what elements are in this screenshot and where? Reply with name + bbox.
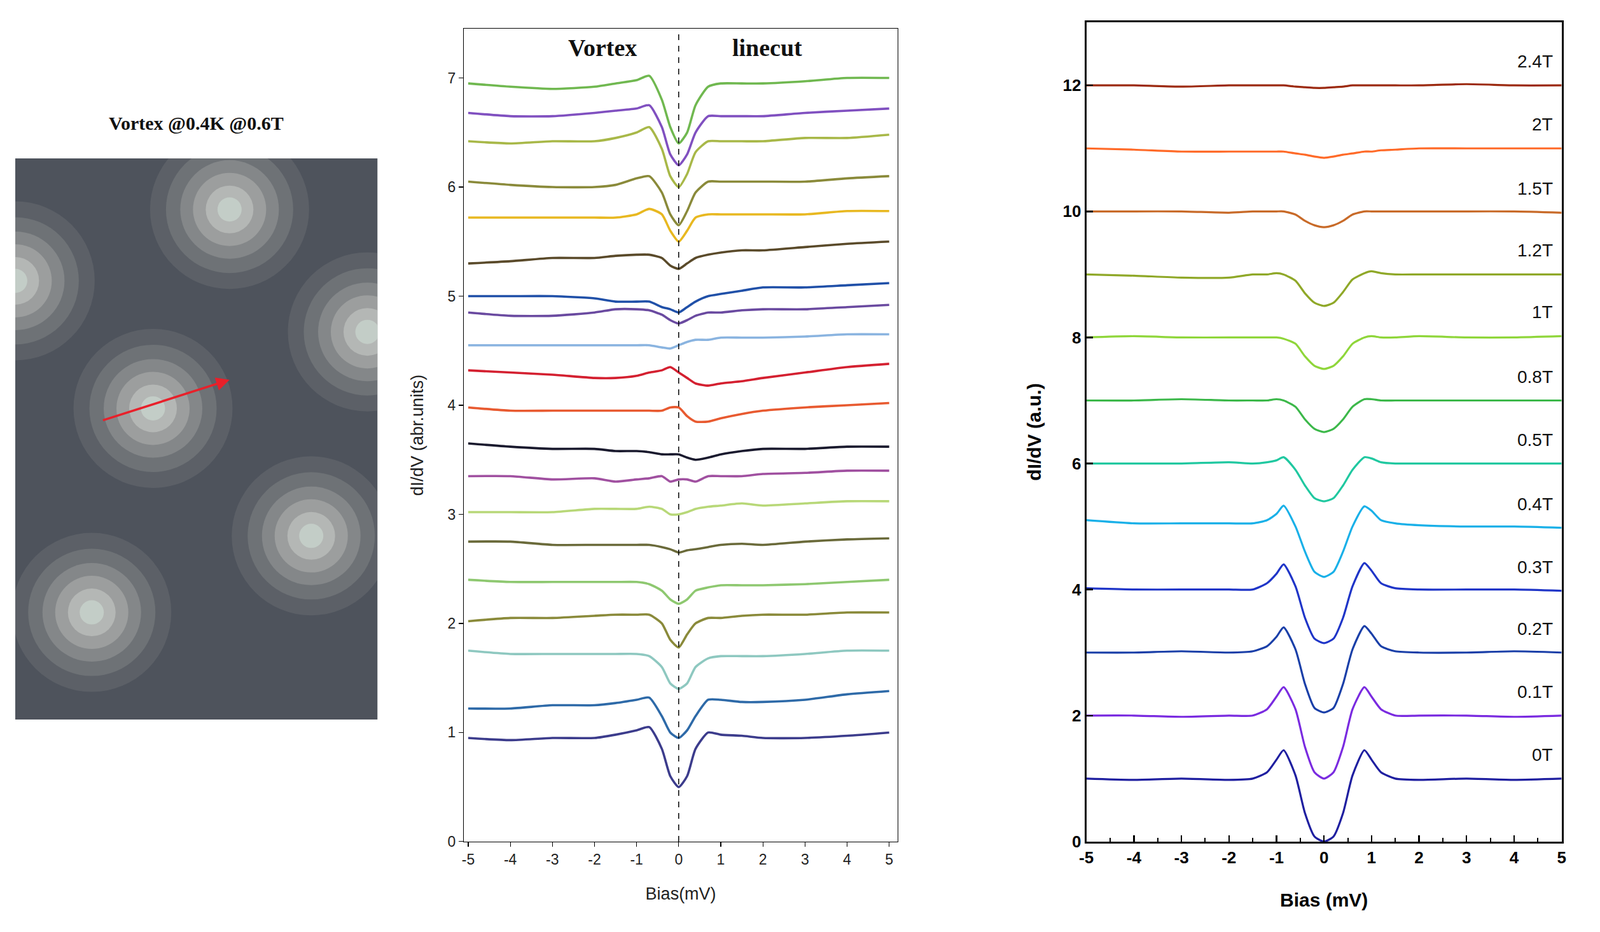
svg-text:1: 1	[447, 723, 456, 741]
svg-text:2: 2	[1414, 848, 1424, 868]
svg-text:5: 5	[1556, 848, 1566, 868]
svg-text:2T: 2T	[1531, 114, 1553, 135]
svg-text:10: 10	[1063, 201, 1082, 221]
svg-text:1: 1	[716, 851, 726, 868]
svg-text:Bias(mV): Bias(mV)	[645, 884, 717, 904]
svg-text:2.4T: 2.4T	[1517, 51, 1553, 72]
svg-text:0.8T: 0.8T	[1517, 367, 1553, 387]
svg-text:-2: -2	[587, 851, 601, 868]
svg-text:2: 2	[447, 615, 456, 632]
svg-text:-1: -1	[1269, 848, 1284, 868]
svg-text:1: 1	[1367, 848, 1377, 868]
svg-text:6: 6	[1071, 454, 1081, 474]
svg-text:0.3T: 0.3T	[1517, 557, 1553, 578]
svg-text:linecut: linecut	[732, 34, 803, 62]
svg-text:-2: -2	[1221, 848, 1237, 868]
svg-text:-5: -5	[1078, 848, 1094, 868]
svg-text:Vortex @0.4K @0.6T: Vortex @0.4K @0.6T	[108, 112, 284, 134]
svg-text:4: 4	[1071, 580, 1082, 600]
svg-text:0: 0	[1319, 848, 1329, 868]
svg-text:3: 3	[1461, 848, 1471, 868]
svg-text:0T: 0T	[1531, 744, 1553, 765]
svg-text:2: 2	[758, 851, 768, 868]
svg-text:7: 7	[447, 69, 456, 87]
svg-text:0: 0	[1071, 832, 1081, 852]
svg-text:0.4T: 0.4T	[1517, 494, 1553, 515]
svg-text:8: 8	[1071, 328, 1081, 348]
svg-text:0.2T: 0.2T	[1517, 619, 1553, 639]
svg-text:4: 4	[447, 396, 456, 414]
svg-text:6: 6	[447, 178, 456, 196]
svg-text:0: 0	[447, 833, 456, 850]
svg-text:5: 5	[884, 851, 894, 868]
svg-text:dI/dV (abr.units): dI/dV (abr.units)	[407, 374, 427, 497]
svg-text:3: 3	[800, 851, 810, 868]
svg-text:dI/dV (a.u.): dI/dV (a.u.)	[1023, 382, 1045, 481]
svg-text:0.1T: 0.1T	[1517, 681, 1553, 702]
svg-text:-1: -1	[629, 851, 643, 868]
svg-text:Bias (mV): Bias (mV)	[1280, 889, 1368, 911]
svg-text:0.5T: 0.5T	[1517, 430, 1553, 450]
svg-text:-4: -4	[1126, 848, 1142, 868]
svg-text:-3: -3	[545, 851, 559, 868]
svg-text:5: 5	[447, 288, 456, 305]
svg-text:1.5T: 1.5T	[1517, 178, 1553, 199]
svg-text:0: 0	[674, 851, 683, 868]
svg-text:-5: -5	[461, 851, 475, 868]
svg-text:1.2T: 1.2T	[1517, 240, 1553, 261]
svg-text:-3: -3	[1174, 848, 1190, 868]
svg-text:4: 4	[1509, 848, 1520, 868]
svg-text:2: 2	[1071, 706, 1081, 726]
svg-text:-4: -4	[503, 851, 518, 868]
svg-text:3: 3	[447, 506, 456, 523]
svg-text:1T: 1T	[1531, 302, 1553, 322]
svg-text:4: 4	[842, 851, 852, 868]
svg-text:Vortex: Vortex	[568, 34, 637, 62]
svg-text:12: 12	[1063, 75, 1082, 95]
